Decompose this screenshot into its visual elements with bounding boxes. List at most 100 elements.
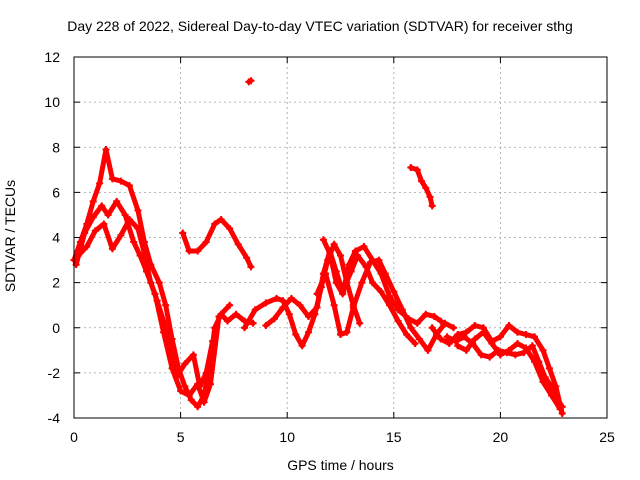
data-point-marker (241, 324, 249, 332)
data-point-marker (330, 240, 338, 248)
data-point-marker (287, 294, 295, 302)
data-point-marker (247, 263, 255, 271)
data-point-marker (462, 346, 470, 354)
series-track-f (241, 240, 364, 350)
data-point-marker (206, 380, 214, 388)
series-track-a (70, 146, 257, 411)
series-trace (263, 248, 418, 347)
data-point-marker (360, 243, 368, 251)
data-point-marker (74, 252, 82, 260)
data-point-marker (162, 301, 170, 309)
x-tick-label: 5 (177, 429, 185, 445)
data-point-marker (202, 369, 210, 377)
data-point-marker (496, 333, 504, 341)
data-point-marker (181, 360, 189, 368)
data-point-marker (539, 378, 547, 386)
data-point-marker (368, 279, 376, 287)
data-point-marker (298, 342, 306, 350)
data-point-marker (528, 342, 536, 350)
data-point-marker (513, 340, 521, 348)
series-trace (320, 237, 444, 326)
data-point-marker (437, 335, 445, 343)
data-point-marker (437, 317, 445, 325)
data-point-marker (488, 340, 496, 348)
data-point-marker (496, 351, 504, 359)
data-point-marker (200, 398, 208, 406)
data-point-marker (471, 321, 479, 329)
data-point-marker (226, 224, 234, 232)
x-tick-label: 20 (493, 429, 509, 445)
data-point-marker (102, 146, 110, 154)
series-track-e (245, 77, 255, 86)
y-tick-label: -4 (48, 410, 61, 426)
data-point-marker (292, 331, 300, 339)
data-point-marker (403, 331, 411, 339)
data-point-marker (332, 279, 340, 287)
series-track-c (74, 215, 217, 390)
data-point-marker (273, 294, 281, 302)
chart-title: Day 228 of 2022, Sidereal Day-to-day VTE… (67, 18, 573, 34)
data-point-marker (194, 403, 202, 411)
data-point-marker (262, 299, 270, 307)
data-point-marker (226, 301, 234, 309)
x-tick-label: 25 (599, 429, 615, 445)
data-point-marker (285, 310, 293, 318)
data-point-marker (375, 256, 383, 264)
data-point-marker (407, 324, 415, 332)
data-point-marker (349, 303, 357, 311)
data-point-marker (531, 333, 539, 341)
data-point-marker (422, 310, 430, 318)
series-trace (314, 257, 456, 353)
data-point-marker (351, 247, 359, 255)
data-point-marker (422, 184, 430, 192)
data-point-marker (243, 254, 251, 262)
data-point-marker (117, 177, 125, 185)
data-point-marker (125, 182, 133, 190)
series-track-l (443, 333, 566, 411)
series-track-m (454, 328, 564, 413)
data-point-marker (445, 340, 453, 348)
series-track-d (179, 215, 255, 271)
data-point-marker (89, 197, 97, 205)
data-point-marker (172, 373, 180, 381)
data-point-marker (117, 231, 125, 239)
data-point-marker (326, 249, 334, 257)
series-track-k (428, 321, 566, 417)
data-point-marker (398, 306, 406, 314)
data-point-marker (177, 387, 185, 395)
y-tick-label: -2 (48, 365, 61, 381)
data-point-marker (477, 351, 485, 359)
data-point-marker (215, 312, 223, 320)
data-marks (70, 77, 566, 417)
data-point-marker (407, 164, 415, 172)
data-point-marker (556, 405, 564, 413)
data-point-marker (449, 324, 457, 332)
data-point-marker (443, 333, 451, 341)
y-tick-label: 6 (52, 184, 60, 200)
data-point-marker (339, 290, 347, 298)
data-point-marker (462, 328, 470, 336)
data-point-marker (185, 247, 193, 255)
data-point-marker (160, 317, 168, 325)
data-point-marker (91, 227, 99, 235)
data-point-marker (313, 290, 321, 298)
data-point-marker (386, 301, 394, 309)
data-point-marker (426, 193, 434, 201)
x-tick-label: 0 (70, 429, 78, 445)
axis-ticks: 0 5 10 15 20 25 -4 -2 0 2 4 6 8 10 12 (44, 49, 615, 445)
data-point-marker (413, 319, 421, 327)
data-point-marker (181, 382, 189, 390)
data-point-marker (330, 301, 338, 309)
data-point-marker (247, 77, 255, 85)
data-point-marker (217, 215, 225, 223)
data-point-marker (234, 240, 242, 248)
series-trace (71, 147, 256, 410)
x-tick-label: 10 (279, 429, 295, 445)
data-point-marker (548, 391, 556, 399)
data-point-marker (89, 213, 97, 221)
data-point-marker (279, 297, 287, 305)
data-point-marker (441, 319, 449, 327)
data-point-marker (522, 331, 530, 339)
data-point-marker (390, 288, 398, 296)
series-track-j (407, 164, 436, 210)
